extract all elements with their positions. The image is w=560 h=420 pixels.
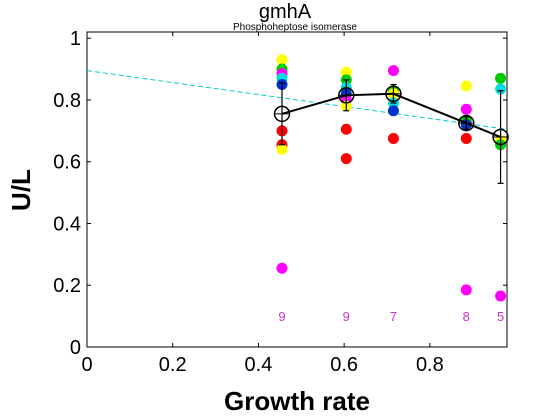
x-axis: 0 0.2 0.4 0.6 0.8 (81, 32, 444, 376)
plot-area (86, 31, 508, 348)
data-point (460, 133, 472, 145)
count-label: 9 (278, 309, 285, 324)
data-point (340, 66, 352, 78)
data-point (387, 133, 399, 145)
x-tick-label: 0 (81, 354, 92, 376)
data-point (276, 143, 288, 155)
data-point (276, 262, 288, 274)
y-tick-label: 0.8 (53, 90, 81, 112)
chart-subtitle: Phosphoheptose isomerase (233, 22, 357, 33)
data-point (387, 105, 399, 117)
data-point (495, 72, 507, 84)
data-point (460, 80, 472, 92)
data-point (340, 123, 352, 135)
data-point (460, 103, 472, 115)
y-tick-label: 0.4 (53, 213, 81, 235)
y-tick-label: 0.6 (53, 152, 81, 174)
x-tick-label: 0.6 (330, 354, 358, 376)
y-tick-label: 1 (70, 28, 81, 50)
x-tick-label: 0.2 (159, 354, 187, 376)
mean-series-layer (273, 79, 509, 184)
y-tick-label: 0.2 (53, 275, 81, 297)
x-tick-label: 0.8 (416, 354, 444, 376)
count-label: 7 (390, 309, 397, 324)
fit-line-layer (86, 70, 508, 130)
data-point (460, 284, 472, 296)
count-label: 9 (343, 309, 350, 324)
y-axis: 0 0.2 0.4 0.6 0.8 1 (53, 28, 507, 359)
fit-line (86, 70, 508, 130)
data-point (495, 83, 507, 95)
y-tick-label: 0 (70, 337, 81, 359)
count-label: 5 (497, 309, 504, 324)
x-tick-label: 0.4 (245, 354, 273, 376)
x-axis-label: Growth rate (224, 386, 370, 416)
chart-title: gmhA (259, 1, 312, 23)
data-point (340, 153, 352, 165)
count-labels-layer: 9 9 7 8 5 (278, 309, 504, 324)
data-point (387, 65, 399, 77)
data-point (495, 290, 507, 302)
y-axis-label: U/L (6, 169, 36, 211)
data-point (276, 54, 288, 66)
count-label: 8 (463, 309, 470, 324)
points-layer (276, 54, 507, 302)
